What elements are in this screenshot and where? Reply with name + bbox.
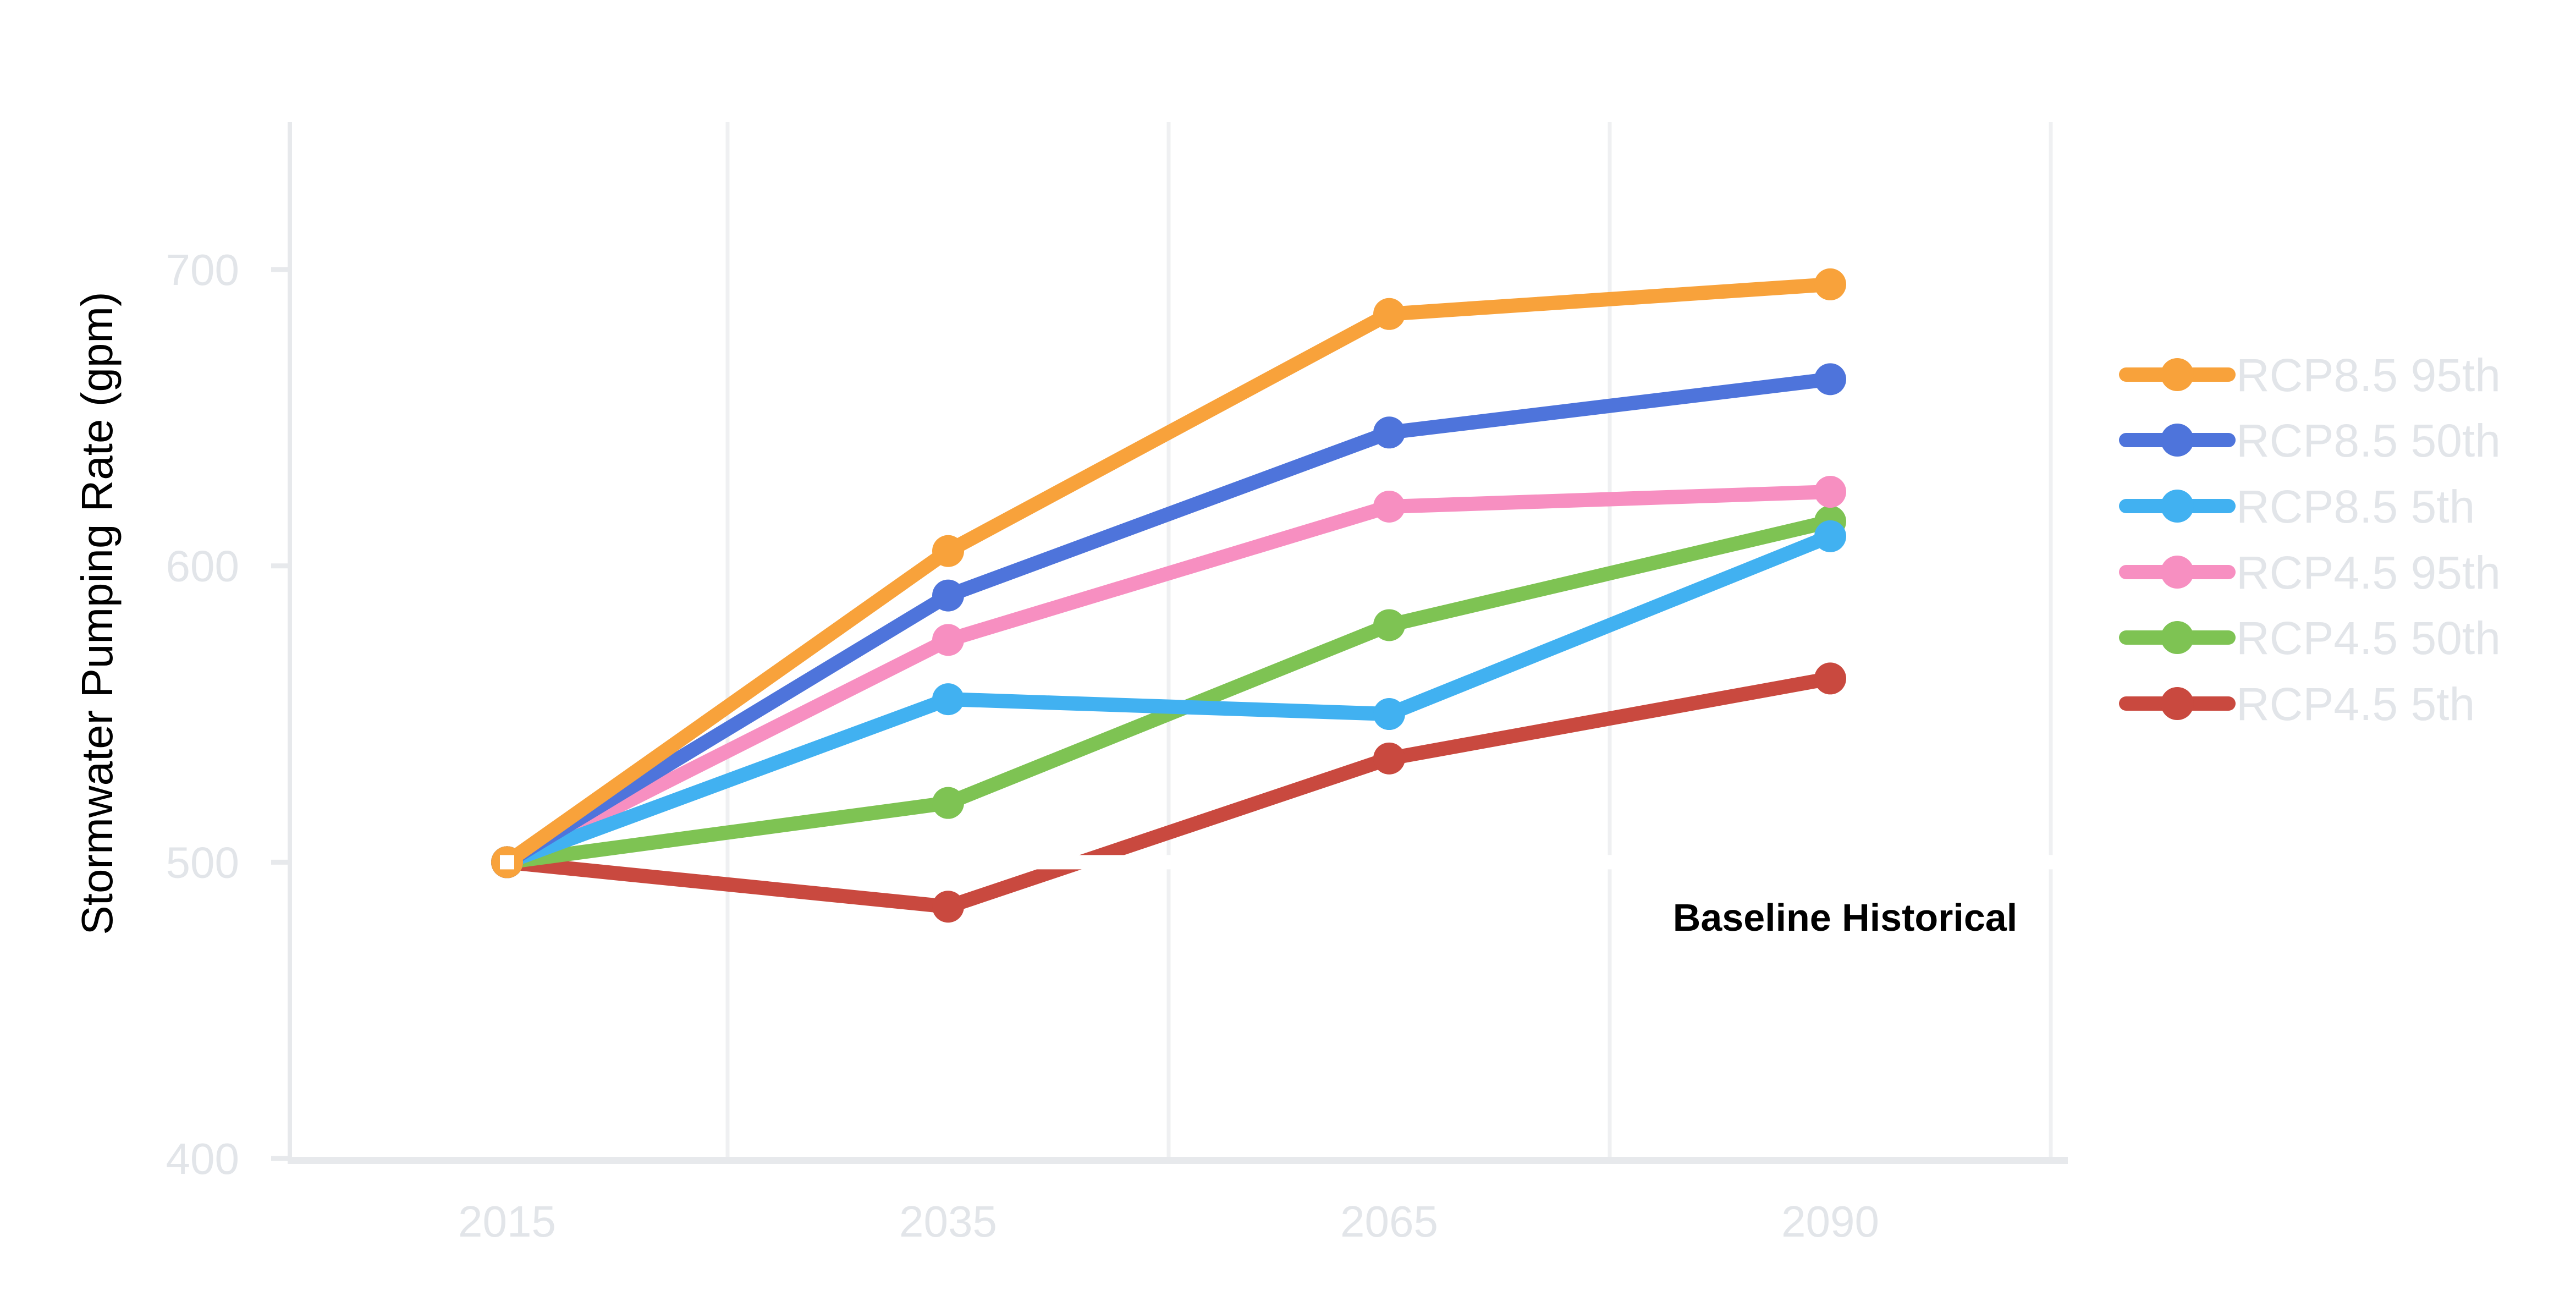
- legend-item-label: RCP8.5 5th: [2236, 481, 2475, 532]
- data-point-marker: [932, 683, 964, 716]
- legend-swatch-marker: [2161, 490, 2194, 523]
- data-point-marker: [932, 624, 964, 656]
- series-line: [500, 485, 1837, 870]
- series-baseline-historical: [500, 855, 2068, 870]
- y-tick-label: 400: [166, 1134, 239, 1183]
- data-point-marker: [1373, 609, 1405, 641]
- legend-swatch-marker: [2161, 424, 2194, 457]
- legend-swatch-marker: [2161, 556, 2194, 589]
- series-rcp8-5-50th: [491, 363, 1846, 878]
- x-tick-label: 2035: [899, 1197, 997, 1246]
- data-point-marker: [932, 891, 964, 923]
- y-axis-title: Stormwater Pumping Rate (gpm): [73, 292, 122, 935]
- data-point-marker: [932, 579, 964, 612]
- legend-item-label: RCP4.5 95th: [2236, 547, 2501, 598]
- data-point-marker: [1373, 298, 1405, 330]
- legend-item-rcp4-5-95th: RCP4.5 95th: [2119, 547, 2501, 598]
- legend-item-rcp8-5-50th: RCP8.5 50th: [2119, 415, 2501, 466]
- data-point-marker: [1814, 268, 1846, 300]
- data-point-marker: [1373, 490, 1405, 523]
- data-point-marker: [1814, 363, 1846, 396]
- x-tick-label: 2015: [458, 1197, 556, 1246]
- axes: [271, 122, 2068, 1164]
- baseline-marker: [500, 855, 514, 870]
- series-lines: [491, 268, 2068, 923]
- data-point-marker: [1373, 698, 1405, 731]
- baseline-historical-label: Baseline Historical: [1673, 896, 2017, 939]
- legend: RCP8.5 95th RCP8.5 50th RCP8.5 5th RCP4.5 9…: [2119, 349, 2501, 730]
- series-line: [500, 671, 1837, 914]
- series-line: [500, 372, 1837, 870]
- tick-labels: 700 600 500 400 2015 2035 2065 2090: [166, 245, 1879, 1246]
- x-axis-line: [288, 1157, 2068, 1164]
- data-point-marker: [1814, 662, 1846, 695]
- legend-item-rcp8-5-5th: RCP8.5 5th: [2119, 481, 2475, 532]
- baseline-marker: [941, 855, 955, 870]
- data-point-marker: [1373, 416, 1405, 449]
- y-tick-label: 500: [166, 838, 239, 887]
- series-line: [500, 277, 1837, 870]
- legend-item-label: RCP8.5 50th: [2236, 415, 2501, 466]
- data-point-marker: [1373, 742, 1405, 775]
- data-point-marker: [932, 787, 964, 819]
- legend-item-label: RCP4.5 50th: [2236, 612, 2501, 664]
- baseline-marker: [1382, 855, 1396, 870]
- series-line: [500, 529, 1837, 870]
- data-point-marker: [1814, 476, 1846, 508]
- x-tick-label: 2065: [1340, 1197, 1438, 1246]
- legend-item-label: RCP4.5 5th: [2236, 678, 2475, 730]
- y-tick-label: 700: [166, 245, 239, 294]
- legend-swatch-marker: [2161, 621, 2194, 654]
- legend-swatch-marker: [2161, 358, 2194, 391]
- legend-item-rcp4-5-5th: RCP4.5 5th: [2119, 678, 2475, 730]
- baseline-marker: [1823, 855, 1837, 870]
- legend-item-label: RCP8.5 95th: [2236, 349, 2501, 401]
- legend-item-rcp8-5-95th: RCP8.5 95th: [2119, 349, 2501, 401]
- legend-item-rcp4-5-50th: RCP4.5 50th: [2119, 612, 2501, 664]
- y-tick-label: 600: [166, 542, 239, 591]
- y-axis-line: [288, 122, 292, 1161]
- series-line: [500, 514, 1837, 870]
- data-point-marker: [1814, 520, 1846, 552]
- data-point-marker: [932, 535, 964, 567]
- legend-swatch-marker: [2161, 687, 2194, 720]
- x-tick-label: 2090: [1781, 1197, 1879, 1246]
